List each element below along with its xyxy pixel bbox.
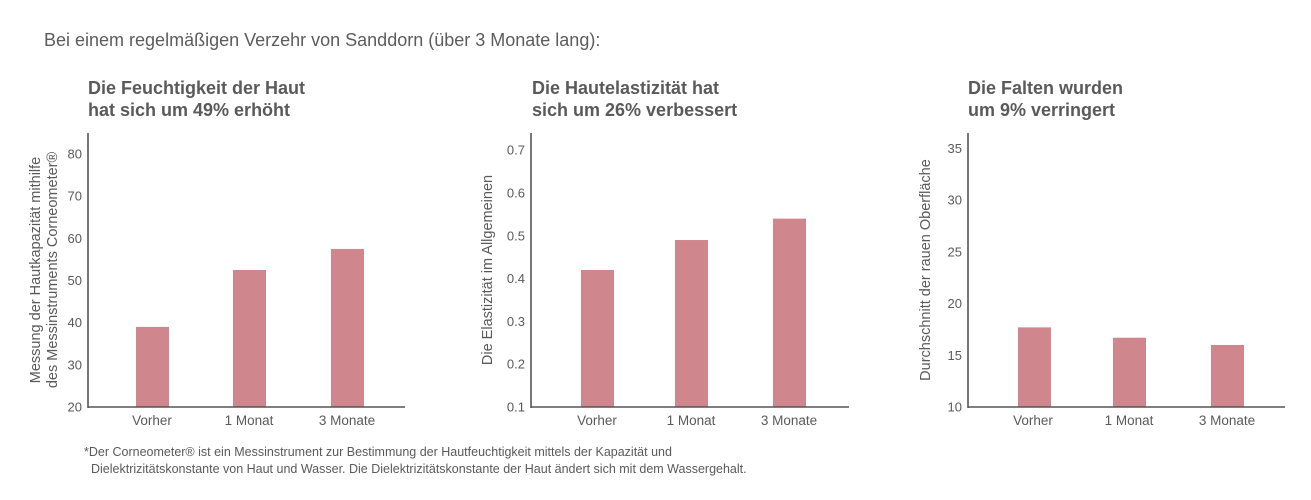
x-tick-label: 3 Monate [761, 413, 817, 428]
y-tick-label: 70 [68, 189, 82, 204]
y-tick-label: 20 [948, 296, 962, 311]
bar-3-monate [773, 218, 806, 407]
chart-3-title-line-1: Die Falten wurden [968, 78, 1124, 98]
y-tick-label: 25 [948, 244, 962, 259]
y-tick-label: 0.4 [507, 271, 525, 286]
bar-3-monate [1211, 344, 1244, 407]
intro-text: Bei einem regelmäßigen Verzehr von Sandd… [44, 30, 601, 50]
y-tick-label: 15 [948, 348, 962, 363]
footnote: *Der Corneometer® ist ein Messinstrument… [84, 444, 747, 478]
y-tick-label: 35 [948, 141, 962, 156]
chart-3-title: Die Falten wurden um 9% verringert [968, 77, 1123, 121]
y-tick-label: 30 [68, 357, 82, 372]
y-tick-label: 20 [68, 400, 82, 415]
bar-vorher [1018, 327, 1051, 407]
x-tick-label: 3 Monate [1199, 413, 1255, 428]
y-tick-label: 30 [948, 193, 962, 208]
footnote-line-2: Dielektrizitätskonstante von Haut und Wa… [91, 462, 747, 476]
y-tick-label: 0.3 [507, 314, 525, 329]
y-tick-label: 0.7 [507, 143, 525, 158]
y-tick-label: 80 [68, 147, 82, 162]
y-axis-label: Durchschnitt der rauen Oberfläche [918, 159, 934, 381]
y-tick-label: 0.6 [507, 185, 525, 200]
x-tick-label: Vorher [1013, 413, 1053, 428]
bar-vorher [581, 270, 614, 407]
chart-1-title-line-1: Die Feuchtigkeit der Haut [88, 78, 306, 98]
chart-2-title-line-1: Die Hautelastizität hat [532, 78, 720, 98]
chart-1-title: Die Feuchtigkeit der Haut hat sich um 49… [88, 77, 305, 121]
y-tick-label: 50 [68, 273, 82, 288]
x-tick-label: 1 Monat [667, 413, 716, 428]
x-tick-label: 3 Monate [319, 413, 375, 428]
y-tick-label: 0.5 [507, 228, 525, 243]
bar-3-monate [331, 248, 364, 407]
chart-2-title-line-2: sich um 26% verbessert [532, 100, 738, 120]
chart-1-title-line-2: hat sich um 49% erhöht [88, 100, 291, 120]
chart-3-title-line-2: um 9% verringert [968, 100, 1116, 120]
x-tick-label: Vorher [577, 413, 617, 428]
x-tick-label: Vorher [132, 413, 172, 428]
bar-1-monat [675, 240, 708, 407]
y-tick-label: 60 [68, 231, 82, 246]
y-axis-label: Messung der Hautkapazität mithilfe [28, 157, 44, 383]
y-axis-label: des Messinstruments Corneometer® [45, 152, 61, 389]
footnote-line-1: *Der Corneometer® ist ein Messinstrument… [84, 445, 672, 459]
bar-1-monat [1113, 337, 1146, 407]
y-axis-label: Die Elastizität im Allgemeinen [480, 175, 496, 365]
chart-2-title: Die Hautelastizität hat sich um 26% verb… [532, 77, 737, 121]
x-tick-label: 1 Monat [225, 413, 274, 428]
y-tick-label: 0.1 [507, 400, 525, 415]
y-tick-label: 10 [948, 400, 962, 415]
bar-1-monat [233, 270, 266, 407]
bar-vorher [136, 326, 169, 407]
y-tick-label: 0.2 [507, 357, 525, 372]
y-tick-label: 40 [68, 315, 82, 330]
x-tick-label: 1 Monat [1105, 413, 1154, 428]
